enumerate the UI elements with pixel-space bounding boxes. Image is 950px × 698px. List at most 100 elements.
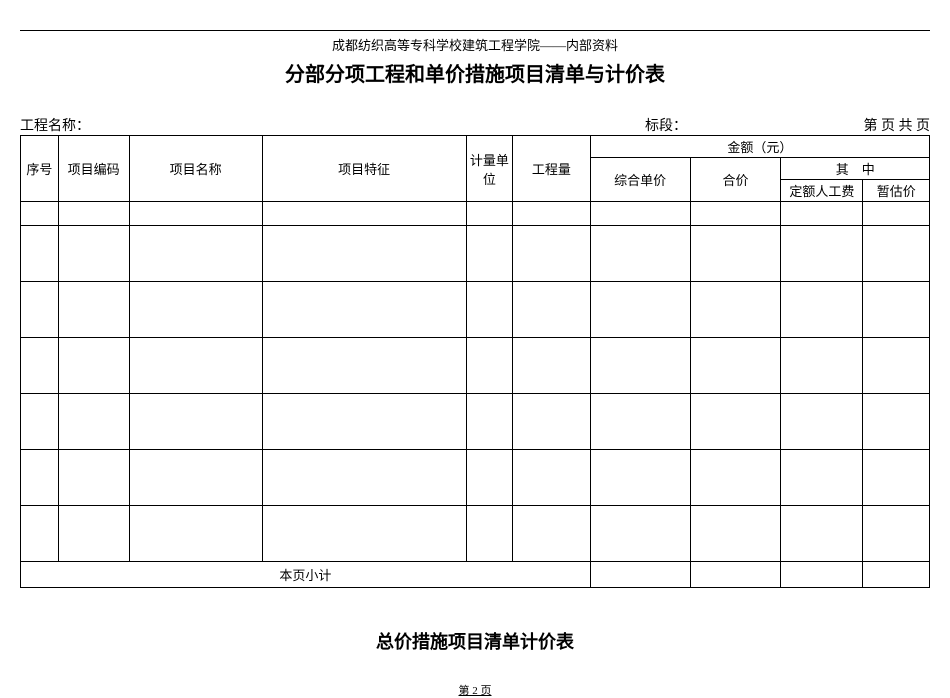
table-cell: [129, 202, 262, 226]
table-cell: [590, 226, 690, 282]
table-cell: [21, 282, 59, 338]
table-cell: [781, 202, 863, 226]
table-cell: [863, 282, 930, 338]
section-label: 标段：: [645, 115, 687, 135]
table-cell: [129, 450, 262, 506]
table-cell: [513, 226, 591, 282]
page-number: 第 2 页: [20, 682, 930, 698]
table-cell: [863, 506, 930, 562]
table-cell: [21, 506, 59, 562]
col-qty: 工程量: [513, 136, 591, 202]
table-row: [21, 202, 930, 226]
table-cell: [781, 506, 863, 562]
subtotal-label: 本页小计: [21, 562, 591, 588]
table-cell: [781, 338, 863, 394]
table-cell: [590, 338, 690, 394]
table-cell: [466, 450, 513, 506]
table-cell: [21, 450, 59, 506]
col-seq: 序号: [21, 136, 59, 202]
table-cell: [58, 506, 129, 562]
subtotal-row: 本页小计: [21, 562, 930, 588]
subtitle: 总价措施项目清单计价表: [20, 628, 930, 654]
table-cell: [262, 338, 466, 394]
table-cell: [21, 226, 59, 282]
table-cell: [590, 506, 690, 562]
main-table: 序号 项目编码 项目名称 项目特征 计量单位 工程量 金额（元） 综合单价 合价…: [20, 135, 930, 588]
table-cell: [863, 338, 930, 394]
table-head: 序号 项目编码 项目名称 项目特征 计量单位 工程量 金额（元） 综合单价 合价…: [21, 136, 930, 202]
table-cell: [58, 282, 129, 338]
col-unit: 计量单位: [466, 136, 513, 202]
table-cell: [690, 202, 781, 226]
table-cell: [513, 394, 591, 450]
table-cell: [863, 450, 930, 506]
table-cell: [262, 226, 466, 282]
table-cell: [262, 202, 466, 226]
table-cell: [590, 394, 690, 450]
table-cell: [466, 202, 513, 226]
top-rule: [20, 30, 930, 31]
table-cell: [513, 506, 591, 562]
col-code: 项目编码: [58, 136, 129, 202]
table-cell: [129, 338, 262, 394]
table-cell: [513, 450, 591, 506]
subtotal-cell: [863, 562, 930, 588]
table-cell: [863, 226, 930, 282]
col-pv: 暂估价: [863, 180, 930, 202]
table-cell: [466, 338, 513, 394]
table-cell: [513, 338, 591, 394]
table-cell: [590, 282, 690, 338]
header-text: 成都纺织高等专科学校建筑工程学院——内部资料: [20, 35, 930, 54]
project-name-label: 工程名称：: [20, 115, 90, 135]
table-cell: [262, 506, 466, 562]
info-row: 工程名称： 标段： 第 页 共 页: [20, 115, 930, 135]
page-title: 分部分项工程和单价措施项目清单与计价表: [20, 58, 930, 87]
col-among: 其 中: [781, 158, 930, 180]
table-row: [21, 394, 930, 450]
table-cell: [781, 394, 863, 450]
subtotal-cell: [690, 562, 781, 588]
table-cell: [690, 394, 781, 450]
table-cell: [690, 226, 781, 282]
table-cell: [58, 226, 129, 282]
table-cell: [513, 282, 591, 338]
table-cell: [690, 506, 781, 562]
table-cell: [21, 202, 59, 226]
table-row: [21, 450, 930, 506]
table-cell: [262, 394, 466, 450]
table-cell: [262, 282, 466, 338]
table-row: [21, 338, 930, 394]
table-cell: [129, 506, 262, 562]
col-up: 综合单价: [590, 158, 690, 202]
table-row: [21, 226, 930, 282]
table-cell: [58, 338, 129, 394]
table-cell: [690, 450, 781, 506]
table-cell: [690, 282, 781, 338]
col-tp: 合价: [690, 158, 781, 202]
table-cell: [466, 226, 513, 282]
table-cell: [781, 282, 863, 338]
table-cell: [863, 202, 930, 226]
col-feat: 项目特征: [262, 136, 466, 202]
table-cell: [513, 202, 591, 226]
col-amount: 金额（元）: [590, 136, 929, 158]
table-cell: [590, 450, 690, 506]
table-cell: [58, 202, 129, 226]
table-cell: [21, 394, 59, 450]
table-cell: [781, 450, 863, 506]
table-cell: [129, 394, 262, 450]
table-cell: [781, 226, 863, 282]
page-info-label: 第 页 共 页: [864, 115, 931, 135]
table-row: [21, 282, 930, 338]
subtotal-cell: [781, 562, 863, 588]
table-cell: [690, 338, 781, 394]
table-cell: [590, 202, 690, 226]
table-cell: [863, 394, 930, 450]
table-row: [21, 506, 930, 562]
table-cell: [21, 338, 59, 394]
table-cell: [129, 226, 262, 282]
table-cell: [466, 282, 513, 338]
table-cell: [466, 394, 513, 450]
subtotal-cell: [590, 562, 690, 588]
table-body: [21, 202, 930, 562]
